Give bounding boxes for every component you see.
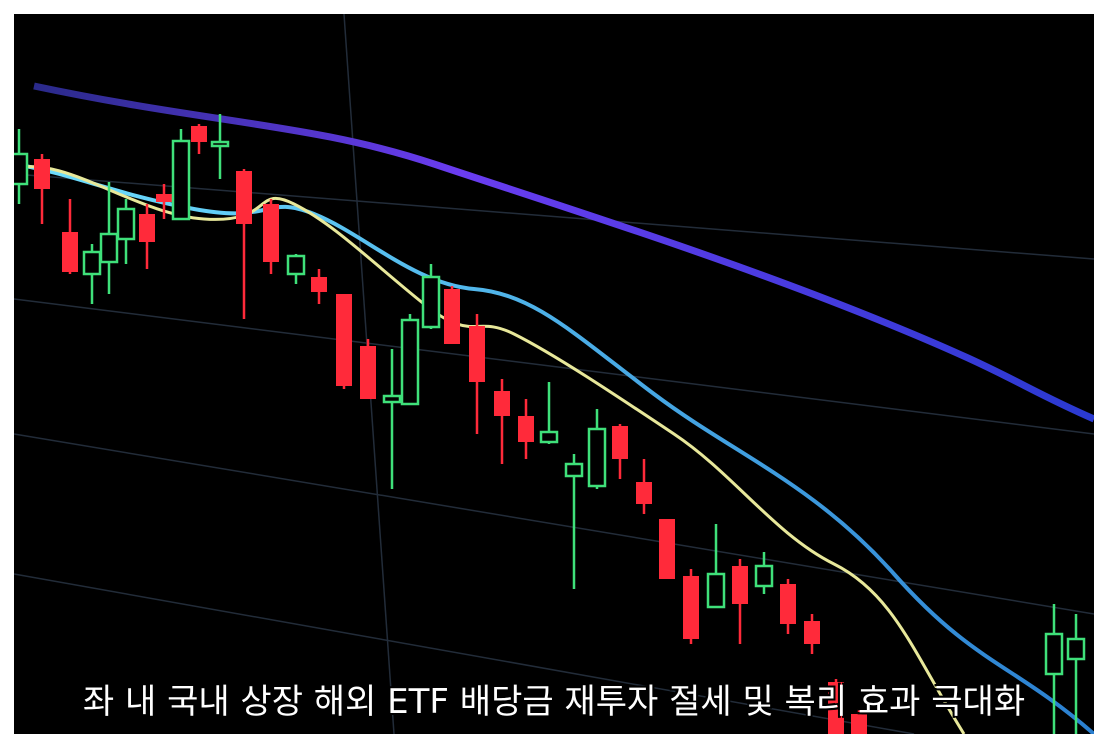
candle-body [34, 159, 50, 189]
candle-body [360, 346, 376, 399]
candle-body [286, 254, 306, 276]
moving-average-short [14, 165, 966, 734]
candle-body [336, 294, 352, 386]
candle-body [564, 462, 584, 478]
candle-body [828, 682, 844, 734]
candle-body [636, 482, 652, 504]
candle-body [804, 621, 820, 644]
moving-average-long [33, 82, 1094, 423]
candle-body [99, 232, 119, 264]
candle-body [1044, 632, 1064, 676]
photo-frame: 좌 내 국내 상장 해외 ETF 배당금 재투자 절세 및 복리 효과 극대화 [14, 14, 1094, 734]
candle-body [156, 194, 172, 202]
candle-body [116, 207, 136, 241]
caption: 좌 내 국내 상장 해외 ETF 배당금 재투자 절세 및 복리 효과 극대화 [82, 682, 1026, 722]
stock-chart-photo [14, 14, 1094, 734]
candle-body [494, 391, 510, 416]
candle-body [14, 152, 29, 186]
candle-body [851, 714, 867, 734]
candle-body [382, 394, 402, 404]
candle-body [263, 204, 279, 262]
candle-body [400, 318, 420, 406]
moving-average-mid [14, 162, 1094, 734]
candle-body [444, 289, 460, 344]
candle-body [421, 275, 441, 329]
candle-body [518, 416, 534, 442]
candle-body [706, 572, 726, 609]
candle-body [191, 126, 207, 142]
candle-body [683, 576, 699, 639]
candle-body [754, 564, 774, 588]
candle-body [659, 519, 675, 579]
candle-body [469, 326, 485, 382]
candle-body [1066, 637, 1086, 661]
grid [14, 14, 1094, 734]
candle-body [210, 140, 230, 148]
candle-body [82, 250, 102, 276]
candle-body [612, 426, 628, 459]
candles [14, 114, 1086, 734]
candle-body [539, 430, 559, 444]
candle-body [139, 214, 155, 242]
candle-body [171, 139, 191, 221]
candle-body [62, 232, 78, 272]
candle-body [236, 171, 252, 224]
candle-body [311, 277, 327, 292]
candle-body [732, 566, 748, 604]
candle-body [780, 584, 796, 624]
candle-body [587, 427, 607, 488]
